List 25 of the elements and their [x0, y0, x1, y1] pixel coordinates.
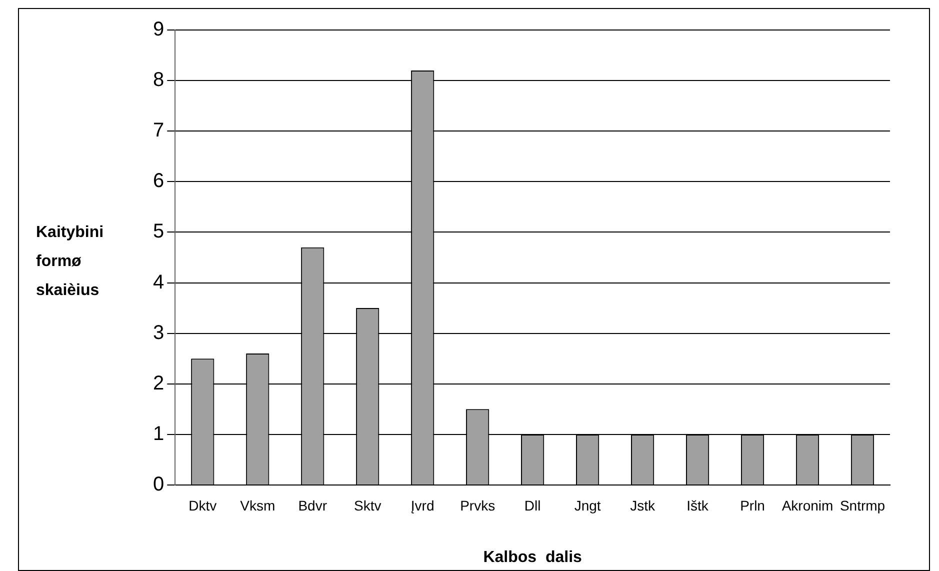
y-tick-label: 7	[153, 120, 164, 142]
y-tick-label: 3	[153, 322, 164, 344]
x-tick-label: Dll	[524, 497, 541, 514]
x-tick-label: Akronim	[782, 497, 834, 514]
x-tick-label: Bdvr	[298, 497, 328, 514]
x-tick-label: Dktv	[188, 497, 217, 514]
x-tick-label: Sntrmp	[840, 497, 886, 514]
x-tick-label: Jngt	[574, 497, 601, 514]
x-axis-title: Kalbos dalis	[483, 548, 582, 566]
y-tick-label: 1	[153, 422, 164, 445]
x-tick-label: Vksm	[240, 497, 276, 514]
x-tick-label: Prvks	[460, 497, 496, 514]
y-tick-label: 4	[153, 271, 164, 294]
y-tick-label: 0	[153, 474, 164, 496]
y-tick-label: 6	[153, 170, 164, 192]
y-axis-title: Kaitybini formø skaièius	[36, 223, 105, 301]
x-tick-label: Jstk	[630, 497, 656, 514]
y-tick-label: 5	[153, 220, 164, 243]
x-tick-label: Prln	[740, 497, 765, 514]
x-tick-label: Ištk	[686, 497, 710, 514]
y-tick-label: 9	[153, 18, 164, 41]
y-tick-label: 8	[153, 69, 164, 92]
y-tick-label: 2	[153, 372, 164, 394]
x-tick-label: Sktv	[354, 497, 382, 514]
x-tick-label: Įvrd	[410, 497, 434, 514]
